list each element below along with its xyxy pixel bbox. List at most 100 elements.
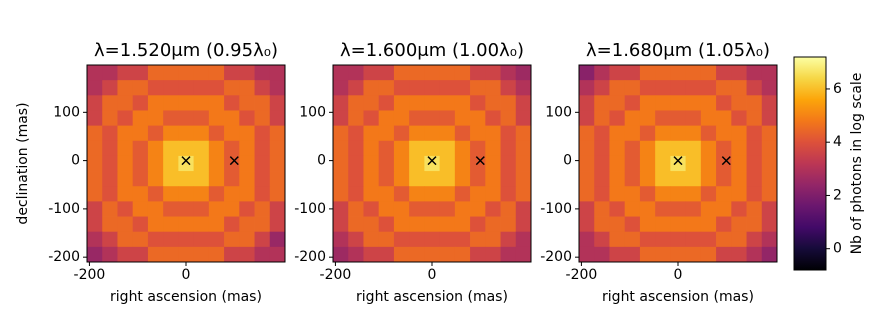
heatmap-cell: [178, 231, 195, 248]
heatmap-cell: [348, 231, 364, 248]
y-axis-label: declination (mas): [15, 102, 31, 224]
heatmap-cell: [485, 125, 501, 142]
heatmap-cell: [639, 186, 656, 202]
heatmap-cell: [594, 155, 610, 172]
x-tick-label: -200: [566, 267, 598, 283]
heatmap-cell: [639, 155, 656, 172]
heatmap-cell: [409, 125, 425, 142]
heatmap-cell: [515, 125, 532, 142]
heatmap-cell: [424, 201, 441, 217]
heatmap-cell: [454, 171, 471, 187]
heatmap-cell: [363, 216, 380, 233]
heatmap-cell: [163, 80, 179, 96]
heatmap-cell: [348, 186, 364, 202]
heatmap-cell: [670, 155, 687, 172]
heatmap-cell: [761, 110, 778, 127]
heatmap-cell: [363, 110, 380, 127]
heatmap-cell: [269, 216, 286, 233]
heatmap-cell: [254, 201, 271, 217]
heatmap-cell: [178, 201, 195, 217]
heatmap-cell: [132, 186, 149, 202]
x-tick-label: 0: [674, 267, 683, 283]
heatmap-cell: [117, 231, 134, 248]
heatmap-cell: [333, 140, 349, 157]
heatmap-cell: [439, 95, 456, 111]
heatmap-cell: [624, 201, 641, 217]
heatmap-cell: [147, 140, 164, 157]
heatmap-cell: [193, 171, 210, 187]
heatmap-cell: [254, 155, 271, 172]
heatmap-cell: [132, 125, 149, 142]
heatmap-cell: [685, 231, 702, 248]
heatmap-cell: [409, 95, 425, 111]
heatmap-cell: [515, 216, 532, 233]
heatmap-cell: [409, 231, 425, 248]
heatmap-cell: [700, 95, 717, 111]
heatmap-cell: [579, 95, 595, 111]
heatmap-cell: [239, 201, 255, 217]
y-tick-label: -100: [540, 201, 572, 217]
heatmap-cell: [147, 95, 164, 111]
heatmap-cell: [746, 246, 763, 263]
heatmap-cell: [485, 155, 501, 172]
heatmap-cell: [333, 80, 349, 96]
heatmap-cell: [716, 140, 732, 157]
heatmap-cell: [515, 65, 532, 81]
heatmap-cell: [254, 65, 271, 81]
heatmap-cell: [700, 80, 717, 96]
heatmap-cell: [178, 171, 195, 187]
heatmap-cell: [515, 171, 532, 187]
heatmap-cell: [500, 155, 517, 172]
heatmap-cell: [670, 65, 687, 81]
heatmap-cell: [424, 140, 441, 157]
marker-x: [427, 156, 437, 166]
heatmap-cell: [269, 140, 286, 157]
heatmap-cell: [746, 171, 763, 187]
heatmap-cell: [609, 216, 626, 233]
heatmap-cell: [700, 231, 717, 248]
heatmap-cell: [147, 155, 164, 172]
heatmap-cell: [269, 65, 286, 81]
heatmap-cell: [178, 186, 195, 202]
heatmap-cell: [193, 80, 210, 96]
heatmap-cell: [579, 110, 595, 127]
heatmap-cell: [239, 110, 255, 127]
heatmap-cell: [594, 201, 610, 217]
heatmap-cell: [609, 231, 626, 248]
heatmap-cell: [393, 95, 410, 111]
heatmap-cell: [579, 65, 595, 81]
heatmap-cell: [439, 110, 456, 127]
heatmap-cell: [655, 110, 671, 127]
heatmap-cell: [393, 216, 410, 233]
heatmap-cell: [761, 186, 778, 202]
heatmap-cell: [333, 155, 349, 172]
heatmap-cell: [163, 171, 179, 187]
heatmap-cell: [87, 201, 103, 217]
heatmap-cell: [193, 125, 210, 142]
heatmap-cell: [731, 155, 747, 172]
heatmap-cell: [333, 186, 349, 202]
heatmap-cell: [439, 65, 456, 81]
heatmap-cell: [117, 140, 134, 157]
heatmap-cell: [624, 95, 641, 111]
heatmap-cell: [716, 125, 732, 142]
heatmap-cell: [239, 65, 255, 81]
heatmap-cell: [746, 216, 763, 233]
heatmap-cell: [409, 171, 425, 187]
heatmap-cell: [363, 246, 380, 263]
x-axis-label: right ascension (mas): [602, 289, 754, 305]
heatmap-cell: [163, 201, 179, 217]
heatmap-cell: [363, 140, 380, 157]
x-tick-label: 0: [428, 267, 437, 283]
heatmap-cell: [716, 65, 732, 81]
heatmap-cell: [500, 246, 517, 263]
heatmap-cell: [685, 246, 702, 263]
heatmap-cell: [746, 65, 763, 81]
heatmap-cell: [239, 80, 255, 96]
heatmap-cell: [761, 140, 778, 157]
heatmap-cell: [208, 246, 225, 263]
heatmap-cell: [348, 171, 364, 187]
heatmap-cell: [761, 65, 778, 81]
x-axis-label: right ascension (mas): [110, 289, 262, 305]
heatmap-cell: [685, 95, 702, 111]
